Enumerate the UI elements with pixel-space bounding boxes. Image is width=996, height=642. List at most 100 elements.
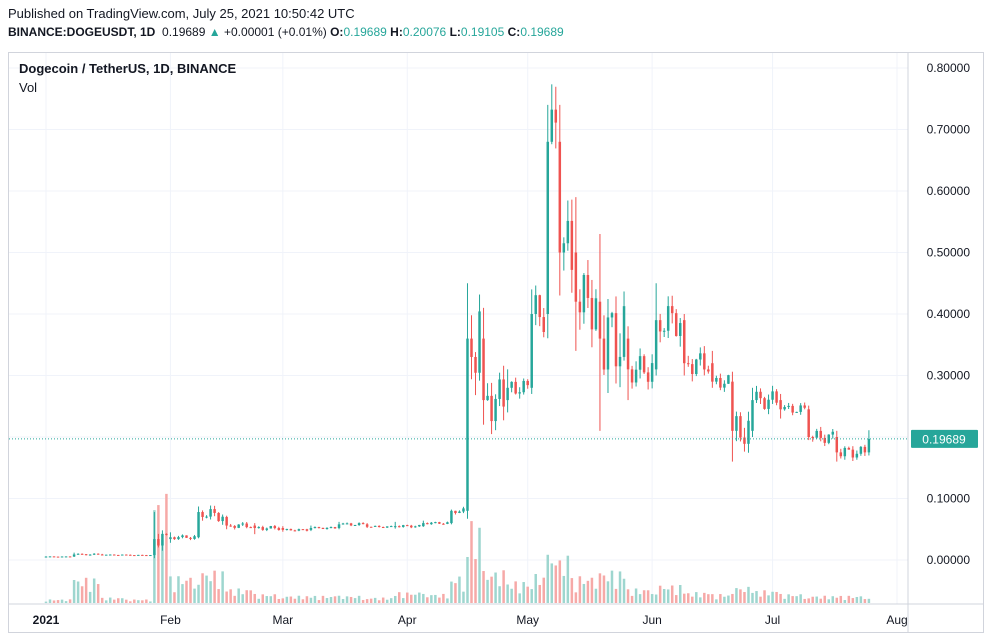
candle-body <box>610 313 614 318</box>
candle-body <box>125 554 128 556</box>
volume-bar <box>787 594 790 603</box>
candle-body <box>217 512 220 522</box>
volume-bar <box>474 559 477 603</box>
candle-body <box>767 399 770 409</box>
volume-label: Vol <box>19 80 38 95</box>
volume-bar <box>381 597 385 603</box>
volume-bar <box>578 576 582 603</box>
volume-bar <box>731 593 734 603</box>
candle-body <box>333 527 337 529</box>
volume-bar <box>337 595 341 603</box>
volume-bar <box>92 578 96 603</box>
candle-body <box>807 409 810 437</box>
volume-bar <box>52 600 56 603</box>
volume-bar <box>446 598 449 603</box>
volume-bar <box>325 598 329 603</box>
candle-body <box>843 447 847 457</box>
volume-bar <box>233 595 236 603</box>
volume-bar <box>369 598 373 603</box>
candle-body <box>209 509 212 517</box>
candle-body <box>434 522 437 524</box>
candle-body <box>402 525 405 527</box>
candle-body <box>112 554 116 556</box>
open-label: O: <box>330 25 344 39</box>
volume-bar <box>558 560 562 603</box>
candle-body <box>478 311 481 373</box>
volume-bar <box>72 580 76 603</box>
candle-body <box>104 554 108 556</box>
candle-body <box>787 405 790 407</box>
time-tick-label: May <box>516 613 539 627</box>
candle-body <box>269 526 273 529</box>
volume-bar <box>642 590 646 603</box>
candle-body <box>221 516 224 522</box>
candle-body <box>691 364 694 375</box>
candle-body <box>337 524 341 529</box>
volume-bar <box>691 596 694 603</box>
candle-body <box>703 353 706 370</box>
candle-body <box>197 512 200 538</box>
candle-body <box>88 554 92 556</box>
volume-bar <box>169 576 172 603</box>
volume-bar <box>783 598 786 603</box>
volume-bar <box>554 565 558 603</box>
candle-body <box>574 252 578 302</box>
candles <box>44 84 871 559</box>
candle-body <box>723 383 726 388</box>
open-value: 0.19689 <box>343 25 387 39</box>
candle-body <box>695 359 698 375</box>
volume-bar <box>546 554 550 603</box>
last-price: 0.19689 <box>162 25 206 39</box>
candle-body <box>502 379 505 407</box>
candle-body <box>305 529 309 531</box>
volume-bar <box>634 588 638 603</box>
candle-body <box>699 353 702 360</box>
candle-body <box>450 510 453 524</box>
candle-body <box>357 523 361 526</box>
candle-body <box>442 523 445 525</box>
volume-bar <box>137 600 140 603</box>
volume-bar <box>317 600 321 603</box>
volume-bar <box>570 578 574 603</box>
volume-bar <box>867 598 871 603</box>
volume-bar <box>594 588 598 603</box>
time-tick-label: Apr <box>398 613 417 627</box>
candle-body <box>823 437 826 443</box>
price-tick-label: 0.00000 <box>927 553 971 567</box>
candle-body <box>819 430 822 438</box>
candle-body <box>522 380 525 393</box>
volume-bar <box>534 574 537 603</box>
price-tick-label: 0.80000 <box>927 61 971 75</box>
volume-bar <box>590 577 594 603</box>
volume-bar <box>823 595 826 603</box>
last-price-line: 0.19689 <box>9 429 978 448</box>
candle-body <box>486 395 489 401</box>
candle-body <box>129 554 132 556</box>
time-tick-label: Jun <box>642 613 661 627</box>
volume-bar <box>618 571 622 603</box>
volume-bar <box>157 505 160 603</box>
volume-bar <box>96 584 100 603</box>
volume-bar <box>205 575 208 603</box>
candle-body <box>385 526 389 528</box>
volume-bar <box>104 600 108 603</box>
candle-body <box>225 516 228 526</box>
candle-body <box>44 556 48 558</box>
volume-bar <box>201 573 204 603</box>
volume-bar <box>490 576 493 603</box>
volume-bar <box>414 594 417 603</box>
candle-body <box>237 524 240 528</box>
volume-bar <box>791 596 794 603</box>
volume-bar <box>309 597 313 603</box>
volume-bar <box>670 585 674 603</box>
volume-bar <box>257 598 260 603</box>
candle-body <box>293 530 297 532</box>
volume-bar <box>365 599 369 603</box>
price-change: +0.00001 (+0.01%) <box>224 25 327 39</box>
candle-body <box>763 398 766 409</box>
volume-bar <box>68 599 72 603</box>
volume-bar <box>237 588 240 603</box>
candle-body <box>462 508 465 512</box>
close-label: C: <box>507 25 521 39</box>
